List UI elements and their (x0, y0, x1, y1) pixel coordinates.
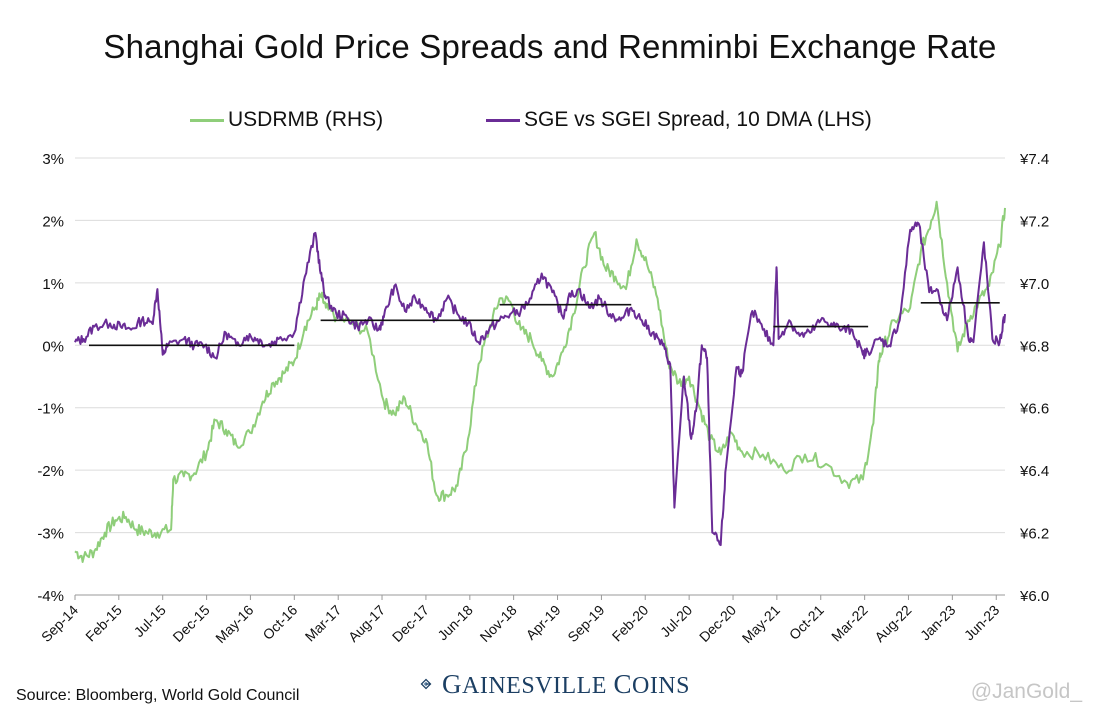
legend-item-usdrmb: USDRMB (RHS) (190, 108, 383, 132)
left-tick-label: 3% (42, 151, 64, 168)
watermark: @JanGold_ (970, 680, 1082, 703)
series-line-usdrmb (74, 200, 1006, 563)
legend-item-spread: SGE vs SGEI Spread, 10 DMA (LHS) (486, 108, 872, 132)
x-tick-label: May-16 (212, 602, 256, 646)
left-tick-label: -3% (37, 526, 64, 543)
logo-ainesville: AINESVILLE (462, 672, 607, 699)
right-tick-label: ¥6.0 (1019, 588, 1049, 605)
left-tick-label: -2% (37, 463, 64, 480)
x-tick-label: Sep-14 (38, 602, 81, 645)
x-tick-label: Mar-17 (302, 602, 345, 645)
x-tick-label: Mar-22 (828, 602, 871, 645)
right-tick-label: ¥6.2 (1019, 526, 1049, 543)
x-tick-label: Oct-16 (259, 602, 300, 643)
legend-swatch-spread (486, 118, 520, 122)
x-tick-label: Apr-19 (523, 602, 564, 643)
legend: USDRMB (RHS) SGE vs SGEI Spread, 10 DMA … (0, 108, 1100, 136)
x-tick-label: Dec-17 (389, 602, 432, 645)
legend-swatch-usdrmb (190, 118, 224, 122)
x-tick-label: Jul-15 (131, 602, 169, 640)
left-tick-label: 0% (42, 338, 64, 355)
x-tick-label: Sep-19 (564, 602, 607, 645)
x-tick-label: Jul-20 (657, 602, 695, 640)
right-tick-label: ¥6.8 (1019, 338, 1049, 355)
logo-g: G (442, 668, 462, 699)
logo-emblem-icon (420, 678, 432, 690)
x-tick-label: Jun-23 (961, 602, 1003, 644)
series-line-spread (74, 221, 1006, 547)
x-tick-label: Aug-22 (871, 602, 914, 645)
x-tick-label: Feb-20 (609, 602, 652, 645)
x-tick-label: Dec-15 (169, 602, 212, 645)
x-tick-label: Dec-20 (696, 602, 739, 645)
left-tick-label: 2% (42, 213, 64, 230)
left-tick-label: -4% (37, 588, 64, 605)
x-tick-label: Jun-18 (434, 602, 476, 644)
chart-title: Shanghai Gold Price Spreads and Renminbi… (103, 28, 997, 65)
right-tick-label: ¥6.6 (1019, 401, 1049, 418)
x-tick-label: Jan-23 (917, 602, 959, 644)
legend-label-spread: SGE vs SGEI Spread, 10 DMA (LHS) (524, 108, 872, 131)
x-tick-label: Aug-17 (345, 602, 388, 645)
x-tick-label: May-21 (739, 602, 783, 646)
left-tick-label: 1% (42, 276, 64, 293)
x-tick-label: Feb-15 (82, 602, 125, 645)
x-tick-label: Oct-21 (786, 602, 827, 643)
logo-c: C (613, 668, 632, 699)
x-tick-label: Nov-18 (477, 602, 520, 645)
right-tick-label: ¥6.4 (1019, 463, 1049, 480)
right-tick-label: ¥7.2 (1019, 213, 1049, 230)
legend-label-usdrmb: USDRMB (RHS) (228, 108, 384, 131)
gainesville-coins-logo: GAINESVILLE COINS (420, 662, 690, 706)
left-tick-label: -1% (37, 401, 64, 418)
logo-oins: OINS (631, 672, 690, 699)
right-tick-label: ¥7.0 (1019, 276, 1049, 293)
right-tick-label: ¥7.4 (1019, 151, 1049, 168)
logo-wordmark: GAINESVILLE COINS (442, 669, 690, 700)
source-note: Source: Bloomberg, World Gold Council (16, 687, 300, 704)
